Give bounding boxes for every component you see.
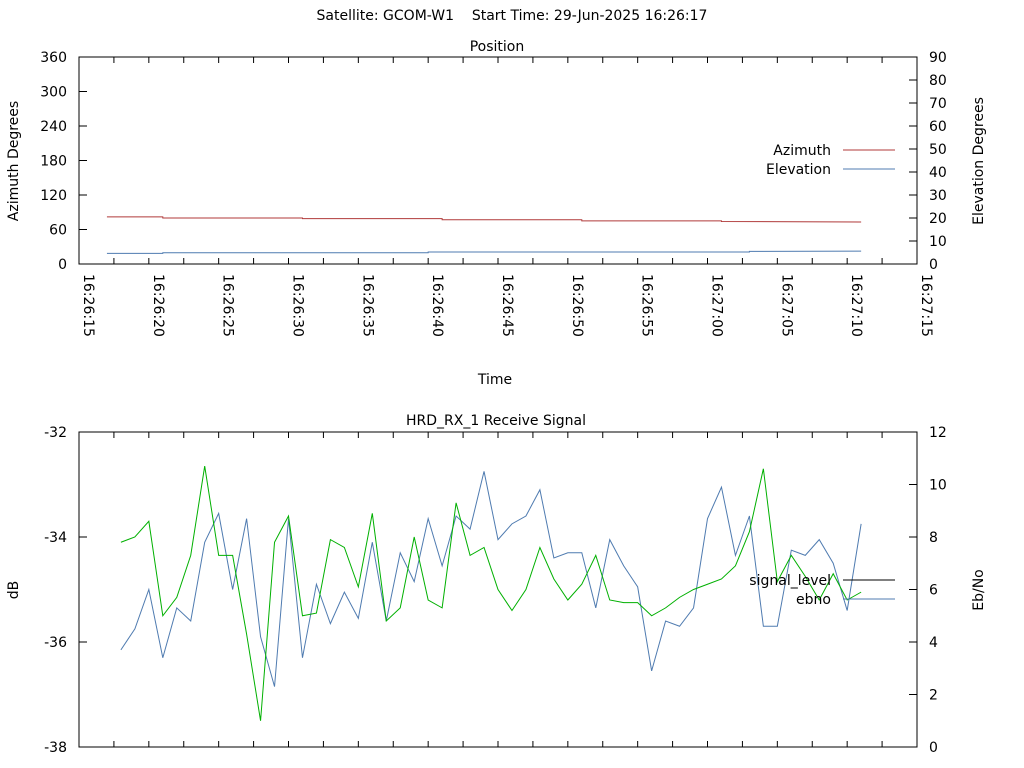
y-tick-label-left: 180 xyxy=(40,154,67,170)
legend-label: signal_level xyxy=(749,573,831,589)
x-tick-label: 16:26:35 xyxy=(359,274,375,337)
x-tick-label: 16:26:20 xyxy=(150,274,166,337)
legend-label: Azimuth xyxy=(773,143,831,159)
signal-y2label: Eb/No xyxy=(971,569,987,611)
signal-right-tick-labels: 0 2 4 6 8 10 12 xyxy=(929,425,947,756)
y-tick-label-right: 60 xyxy=(929,119,947,135)
x-tick-label: 16:27:15 xyxy=(918,274,934,337)
position-xlabel: Time xyxy=(477,372,512,388)
position-chart-title: Position xyxy=(470,39,525,55)
legend-label: Elevation xyxy=(766,162,831,178)
y-tick-label-right: 8 xyxy=(929,530,938,546)
y-tick-label-right: 2 xyxy=(929,688,938,704)
y-tick-label-right: 20 xyxy=(929,211,947,227)
x-tick-label: 16:26:45 xyxy=(499,274,515,337)
signal-left-tick-labels: -38 -36 -34 -32 xyxy=(44,425,67,756)
y-tick-label-left: -38 xyxy=(44,740,67,756)
y-tick-label-right: 50 xyxy=(929,142,947,158)
y-tick-label-left: 60 xyxy=(49,223,67,239)
signal-chart: HRD_RX_1 Receive Signal -38 -36 -34 -32 0 2 4… xyxy=(6,413,987,756)
y-tick-label-left: 120 xyxy=(40,188,67,204)
y-tick-label-right: 6 xyxy=(929,583,938,599)
series-line-ebno xyxy=(120,471,862,687)
start-time-value: 29-Jun-2025 16:26:17 xyxy=(553,8,708,24)
series-line-Elevation xyxy=(106,250,862,254)
series-line-Azimuth xyxy=(106,216,862,223)
position-ylabel: Azimuth Degrees xyxy=(6,101,22,221)
x-tick-label: 16:26:50 xyxy=(569,274,585,337)
x-tick-label: 16:27:05 xyxy=(778,274,794,337)
position-y2label: Elevation Degrees xyxy=(971,97,987,225)
y-tick-label-left: 360 xyxy=(40,50,67,66)
y-tick-label-left: -36 xyxy=(44,635,67,651)
position-ticks xyxy=(78,56,918,265)
y-tick-label-right: 0 xyxy=(929,740,938,756)
y-tick-label-right: 10 xyxy=(929,234,947,250)
legend-label: ebno xyxy=(796,592,831,608)
x-tick-label: 16:26:55 xyxy=(639,274,655,337)
satellite-name: GCOM-W1 xyxy=(383,8,455,24)
x-tick-label: 16:26:30 xyxy=(290,274,306,337)
position-chart: Position 0 60 120 180 240 300 360 0 10 20 30 40 50 6… xyxy=(6,39,987,388)
position-series xyxy=(106,216,862,254)
y-tick-label-left: -34 xyxy=(44,530,67,546)
position-right-tick-labels: 0 10 20 30 40 50 60 70 80 90 xyxy=(929,50,947,273)
y-tick-label-right: 10 xyxy=(929,478,947,494)
x-tick-label: 16:27:10 xyxy=(848,274,864,337)
start-time-label: Start Time: xyxy=(471,8,550,24)
y-tick-label-left: 300 xyxy=(40,85,67,101)
position-left-tick-labels: 0 60 120 180 240 300 360 xyxy=(40,50,67,273)
signal-chart-title: HRD_RX_1 Receive Signal xyxy=(406,413,586,429)
y-tick-label-right: 70 xyxy=(929,96,947,112)
y-tick-label-left: 0 xyxy=(58,257,67,273)
y-tick-label-right: 80 xyxy=(929,73,947,89)
x-tick-label: 16:26:25 xyxy=(220,274,236,337)
signal-ticks xyxy=(78,431,918,748)
position-plot-frame xyxy=(78,56,918,265)
y-tick-label-right: 0 xyxy=(929,257,938,273)
signal-series xyxy=(120,466,862,721)
page-title: Satellite: GCOM-W1 Start Time: 29-Jun-20… xyxy=(0,8,1024,24)
y-tick-label-right: 4 xyxy=(929,635,938,651)
x-tick-label: 16:26:15 xyxy=(80,274,96,337)
series-line-series-2 xyxy=(120,466,862,721)
position-legend: Azimuth Elevation xyxy=(766,143,895,178)
signal-ylabel: dB xyxy=(6,581,22,600)
position-x-tick-labels: 16:26:15 16:26:20 16:26:25 16:26:30 16:26:35… xyxy=(80,274,934,337)
y-tick-label-right: 90 xyxy=(929,50,947,66)
y-tick-label-right: 40 xyxy=(929,165,947,181)
satellite-label: Satellite: xyxy=(316,8,379,24)
y-tick-label-left: -32 xyxy=(44,425,67,441)
y-tick-label-right: 12 xyxy=(929,425,947,441)
x-tick-label: 16:26:40 xyxy=(429,274,445,337)
x-tick-label: 16:27:00 xyxy=(709,274,725,337)
y-tick-label-left: 240 xyxy=(40,119,67,135)
y-tick-label-right: 30 xyxy=(929,188,947,204)
